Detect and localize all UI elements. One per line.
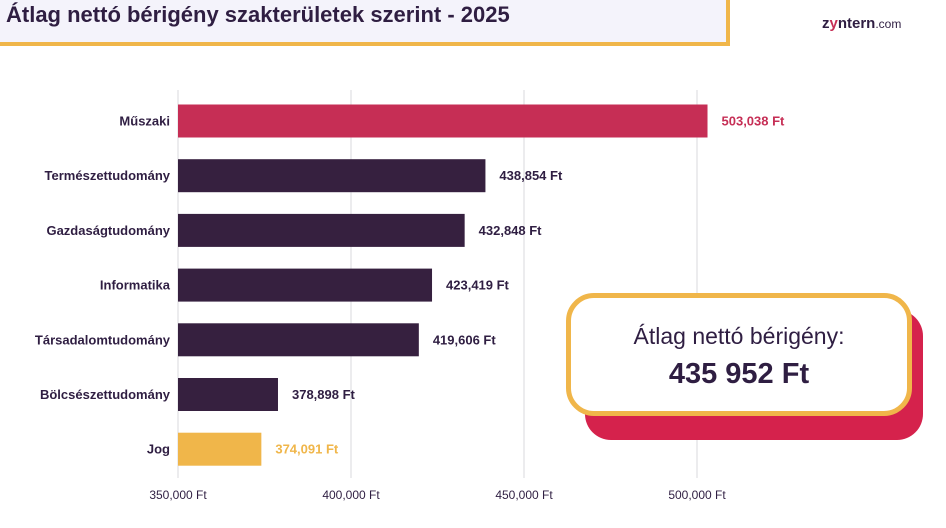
- value-label: 378,898 Ft: [292, 387, 356, 402]
- value-label: 423,419 Ft: [446, 278, 510, 293]
- title-banner: Átlag nettó bérigény szakterületek szeri…: [0, 0, 730, 46]
- chart-title: Átlag nettó bérigény szakterületek szeri…: [6, 2, 510, 27]
- bar: [178, 378, 278, 411]
- x-tick-label: 450,000 Ft: [495, 488, 553, 502]
- category-label: Műszaki: [119, 114, 170, 129]
- callout-value: 435 952 Ft: [668, 358, 810, 390]
- x-tick-label: 350,000 Ft: [149, 488, 207, 502]
- value-label: 503,038 Ft: [722, 114, 786, 129]
- category-label: Gazdaságtudomány: [46, 223, 170, 238]
- logo-rest: ntern: [837, 15, 876, 32]
- logo-y: y: [829, 15, 838, 32]
- bar: [178, 159, 486, 193]
- category-label: Társadalomtudomány: [35, 332, 171, 347]
- bar: [178, 432, 262, 466]
- bar: [178, 104, 708, 138]
- average-callout: Átlag nettó bérigény: 435 952 Ft: [566, 293, 912, 416]
- bar: [178, 213, 465, 247]
- value-label: 374,091 Ft: [275, 442, 339, 457]
- logo-domain: .com: [875, 17, 902, 31]
- bar: [178, 268, 433, 302]
- category-label: Informatika: [100, 278, 171, 293]
- value-label: 432,848 Ft: [479, 223, 543, 238]
- x-tick-label: 400,000 Ft: [322, 488, 380, 502]
- zyntern-logo: zyntern.com: [822, 15, 901, 32]
- x-tick-label: 500,000 Ft: [668, 488, 726, 502]
- logo-prefix: z: [822, 15, 830, 32]
- category-label: Természettudomány: [45, 168, 171, 183]
- category-label: Bölcsészettudomány: [40, 387, 171, 402]
- callout-label: Átlag nettó bérigény:: [633, 323, 845, 349]
- category-label: Jog: [147, 442, 170, 457]
- value-label: 438,854 Ft: [499, 168, 563, 183]
- value-label: 419,606 Ft: [433, 332, 497, 347]
- bar: [178, 323, 419, 357]
